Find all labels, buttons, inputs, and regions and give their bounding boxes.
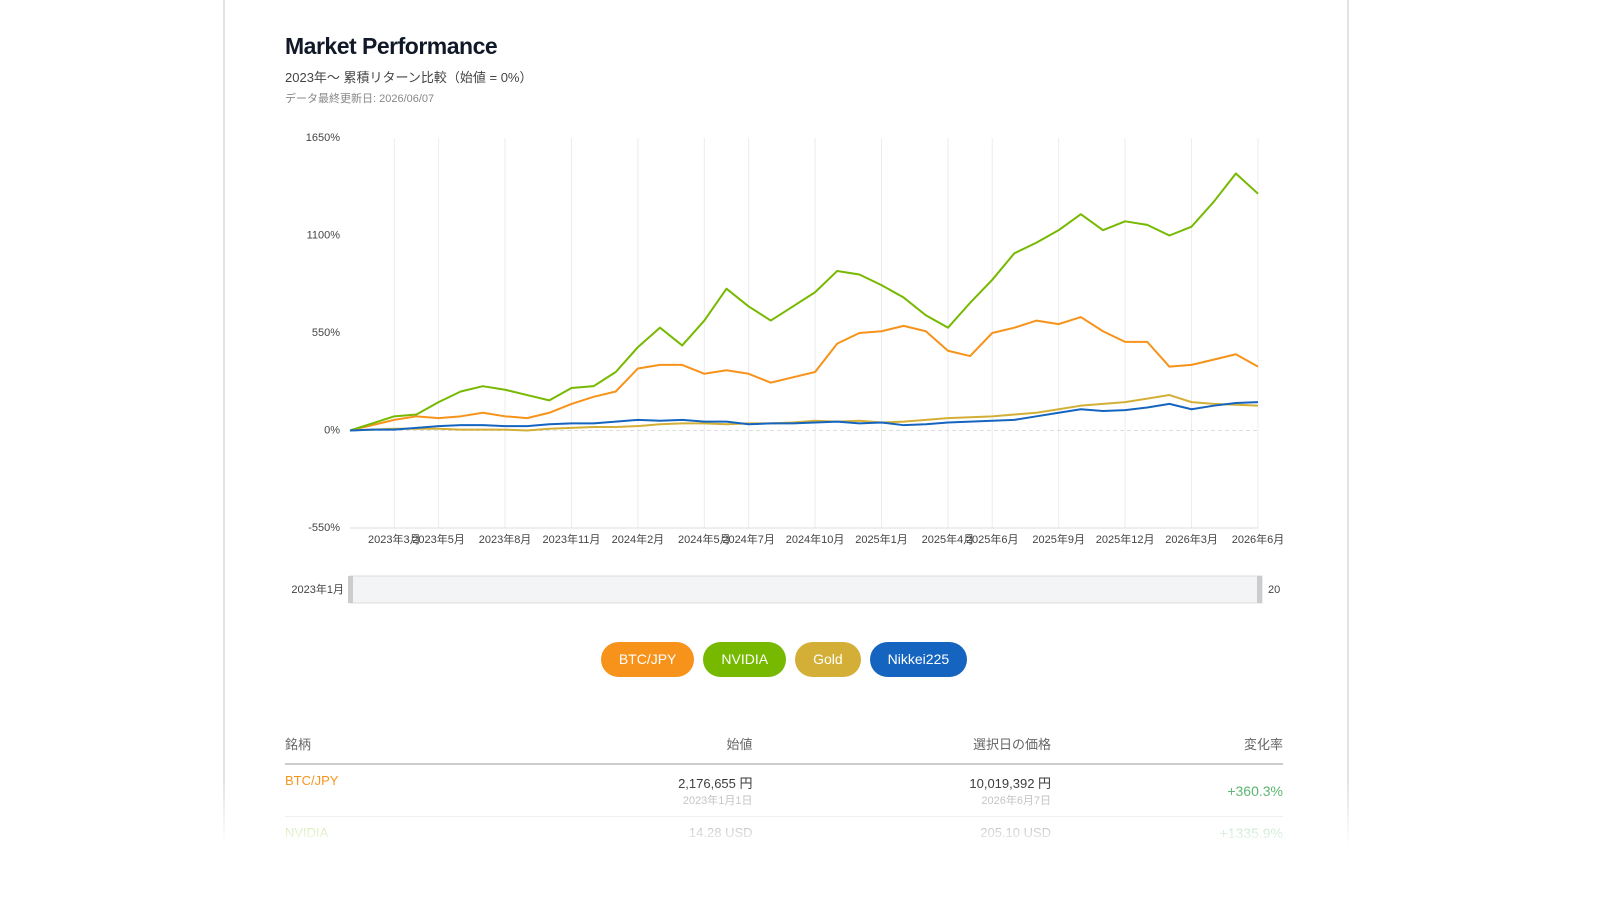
x-tick-label: 2025年6月: [966, 532, 1019, 546]
x-tick-label: 2026年3月: [1165, 532, 1218, 546]
card: [223, 0, 1349, 900]
legend-button[interactable]: Nikkei225: [869, 642, 968, 677]
y-tick-label: 1100%: [307, 229, 341, 241]
x-tick-label: 2024年2月: [612, 532, 665, 546]
legend-button[interactable]: Gold: [795, 642, 861, 677]
x-tick-label: 2023年5月: [412, 532, 465, 546]
subtitle: 2023年〜 累積リターン比較（始値 = 0%）: [285, 70, 533, 85]
x-tick-label: 2025年1月: [855, 532, 908, 546]
x-tick-label: 2024年5月: [678, 532, 731, 546]
legend: BTC/JPY NVIDIA Gold Nikkei225: [0, 642, 1568, 677]
series-line: [349, 172, 1259, 432]
table-header: 始値: [480, 728, 753, 765]
series-line: [349, 394, 1259, 432]
x-tick-label: 2025年9月: [1032, 532, 1085, 546]
slider: [349, 575, 1263, 604]
x-tick-label: 2023年11月: [543, 532, 601, 546]
x-tick-label: 2026年6月: [1232, 532, 1285, 546]
x-tick-label: 2024年7月: [722, 532, 775, 546]
updated: データ最終更新日: 2026/06/07: [285, 93, 435, 105]
table-header: 選択日の価格: [752, 728, 1052, 765]
y-tick-label: -550%: [308, 522, 340, 534]
y-tick-label: 550%: [312, 327, 340, 339]
legend-button[interactable]: NVIDIA: [703, 642, 787, 677]
x-tick-label: 2023年3月: [368, 532, 421, 546]
table-header: 変化率: [1051, 728, 1283, 765]
title: Market Performance: [285, 33, 498, 59]
legend-button[interactable]: BTC/JPY: [600, 642, 695, 677]
series-line: [349, 401, 1259, 432]
series-line: [349, 316, 1259, 432]
slider-handle: [1257, 576, 1262, 603]
table-header: 銘柄: [285, 728, 481, 765]
slider-start: 2023年1月: [291, 582, 344, 596]
y-tick-label: 0%: [324, 424, 340, 436]
x-tick-label: 2023年8月: [479, 532, 532, 546]
x-tick-label: 2025年12月: [1096, 532, 1155, 546]
slider-end: 20: [1268, 584, 1280, 596]
x-tick-label: 2024年10月: [786, 532, 845, 546]
slider-handle: [348, 576, 353, 603]
fade: [0, 780, 1600, 900]
x-tick-label: 2025年4月: [922, 532, 975, 546]
y-tick-label: 1650%: [306, 132, 340, 144]
